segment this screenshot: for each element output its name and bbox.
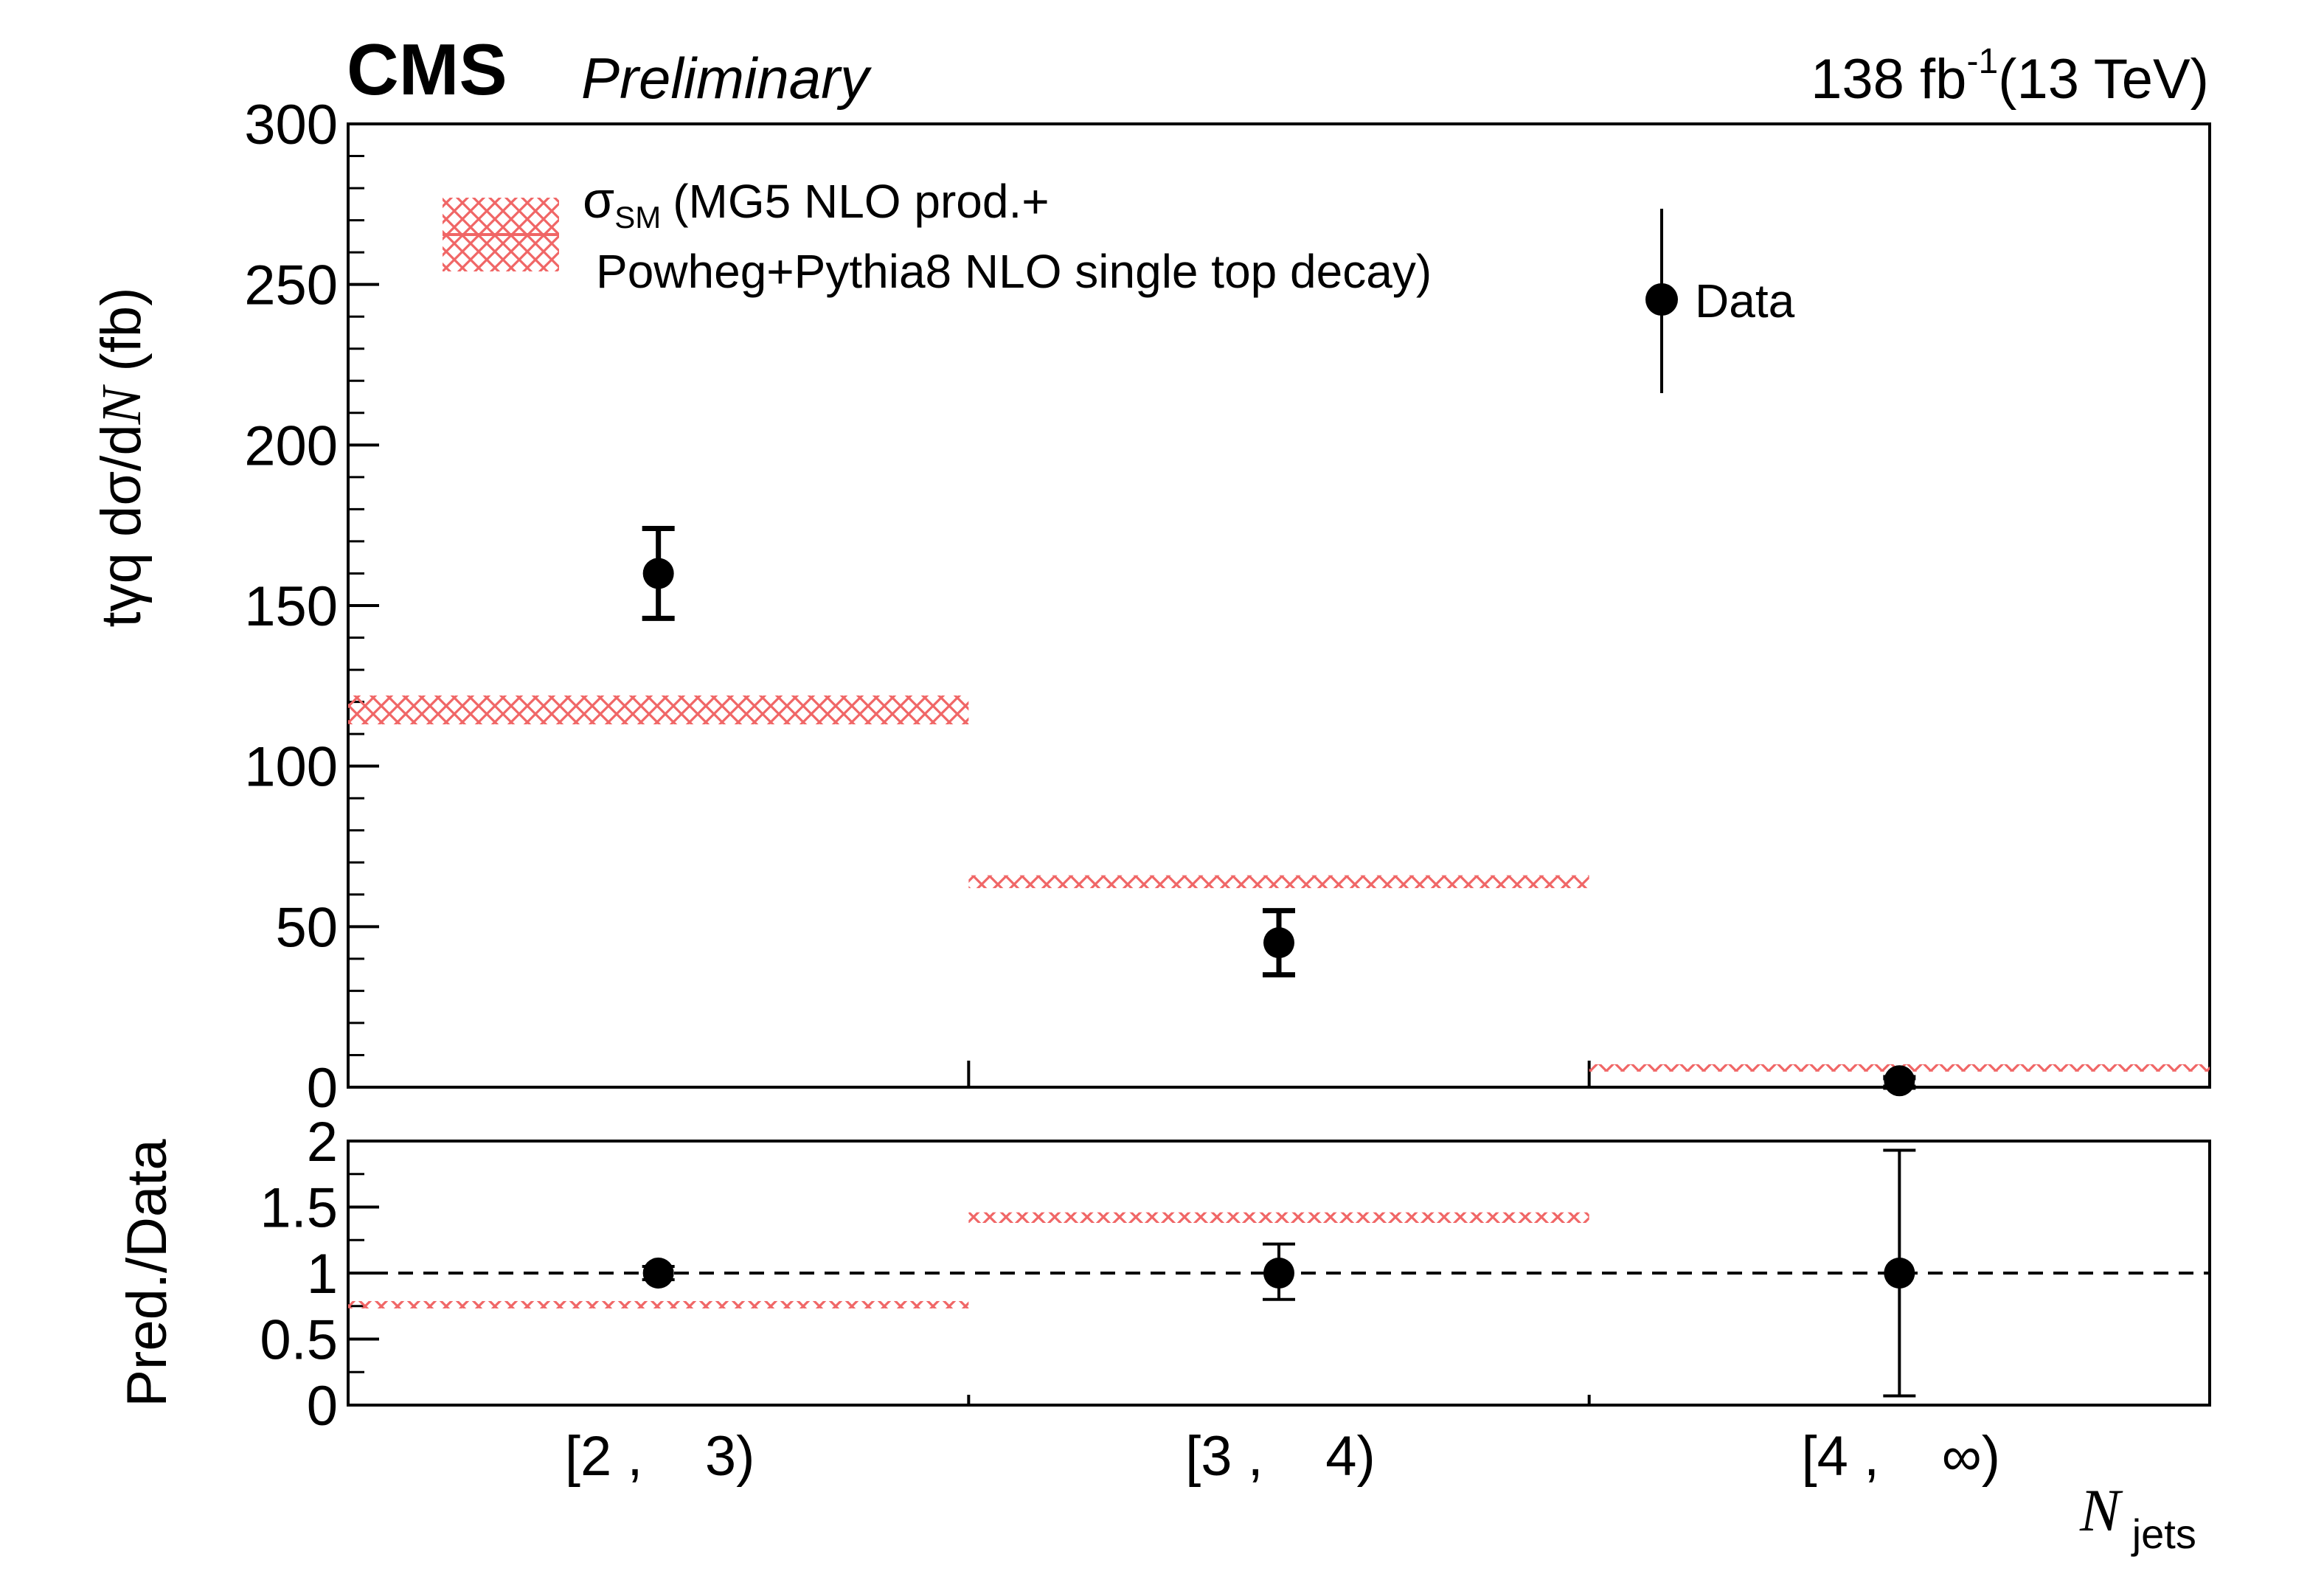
ratio-y-axis: 00.511.52 (260, 1111, 379, 1438)
x-category-labels: [2 , 3) [3 , 4) [4 , ∞) (565, 1425, 2000, 1488)
legend-data-marker (1645, 283, 1678, 316)
data-point (1884, 1258, 1915, 1289)
luminosity-label: 138 fb-1(13 TeV) (1811, 42, 2209, 111)
y-tick-label: 1.5 (260, 1177, 338, 1240)
prediction-band (348, 1300, 969, 1308)
ratio-y-axis-label: Pred./Data (116, 1139, 178, 1407)
data-point (1263, 927, 1294, 959)
x-category-label: [3 , 4) (1185, 1425, 1376, 1488)
main-x-ticks (967, 1061, 1591, 1087)
y-tick-label: 250 (244, 254, 338, 317)
main-data-points (642, 526, 1916, 1097)
y-tick-label: 0.5 (260, 1309, 338, 1372)
ratio-prediction-bands (348, 1212, 1589, 1308)
y-tick-label: 0 (307, 1375, 338, 1438)
status-label: Preliminary (581, 46, 872, 111)
data-point (1263, 1258, 1294, 1289)
y-tick-label: 300 (244, 94, 338, 156)
data-point (1884, 1065, 1915, 1097)
legend-data-label: Data (1695, 274, 1795, 327)
main-y-axis-label: tγq dσ/dN (fb) (90, 288, 153, 628)
main-prediction-bands (348, 695, 2210, 1072)
legend: σSM (MG5 NLO prod.+ Powheg+Pythia8 NLO si… (443, 171, 1795, 393)
prediction-band (968, 875, 1589, 889)
prediction-band (348, 695, 969, 725)
experiment-label: CMS (347, 29, 507, 110)
x-category-label: [2 , 3) (565, 1425, 755, 1488)
y-tick-label: 100 (244, 736, 338, 799)
ratio-x-ticks (967, 1395, 1591, 1405)
y-tick-label: 0 (307, 1057, 338, 1120)
y-tick-label: 50 (275, 896, 338, 959)
y-tick-label: 200 (244, 415, 338, 477)
legend-prediction-label: σSM (MG5 NLO prod.+ (583, 171, 1050, 235)
y-tick-label: 2 (307, 1111, 338, 1173)
data-point (642, 558, 674, 589)
x-category-label: [4 , ∞) (1802, 1425, 2001, 1488)
y-tick-label: 1 (307, 1243, 338, 1306)
prediction-band (968, 1212, 1589, 1223)
main-y-axis: 0 50 100 150 200 250 300 (244, 94, 379, 1120)
legend-prediction-label-2: Powheg+Pythia8 NLO single top decay) (596, 245, 1432, 298)
y-tick-label: 150 (244, 575, 338, 638)
ratio-data-points (642, 1148, 1916, 1398)
data-point (642, 1258, 674, 1289)
